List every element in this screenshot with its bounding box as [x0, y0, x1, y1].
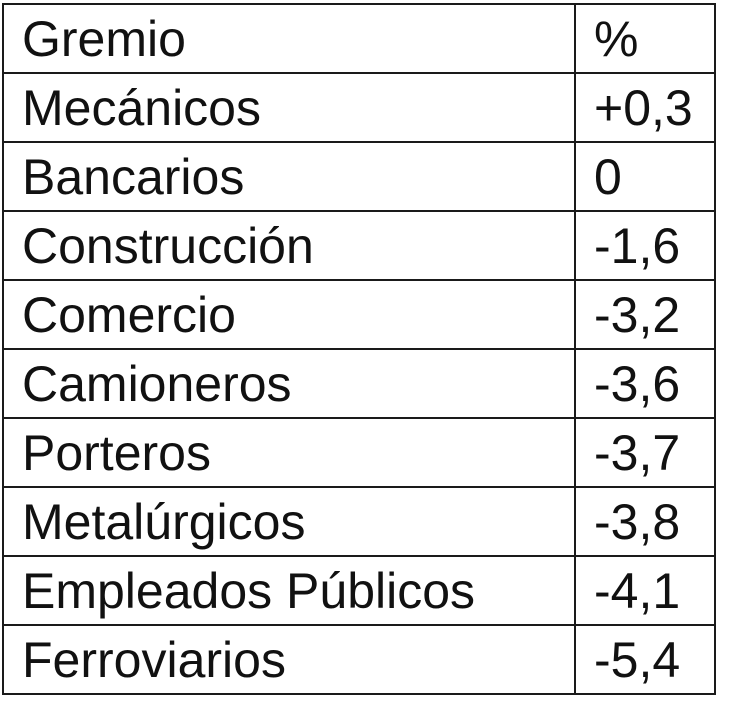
gremio-cell: Porteros [2, 417, 576, 488]
percent-cell: -4,1 [574, 555, 716, 626]
table-body: Gremio % Mecánicos +0,3 Bancarios 0 Construc… [2, 3, 716, 695]
table-row: Ferroviarios -5,4 [2, 624, 716, 695]
percent-cell: -3,7 [574, 417, 716, 488]
table-header-row: Gremio % [2, 3, 716, 74]
percent-cell: +0,3 [574, 72, 716, 143]
gremio-cell: Mecánicos [2, 72, 576, 143]
percent-cell: -5,4 [574, 624, 716, 695]
gremio-cell: Ferroviarios [2, 624, 576, 695]
header-gremio: Gremio [2, 3, 576, 74]
table-row: Porteros -3,7 [2, 417, 716, 488]
table-row: Comercio -3,2 [2, 279, 716, 350]
table-row: Camioneros -3,6 [2, 348, 716, 419]
gremio-cell: Comercio [2, 279, 576, 350]
percent-cell: -3,8 [574, 486, 716, 557]
table-row: Mecánicos +0,3 [2, 72, 716, 143]
table-row: Metalúrgicos -3,8 [2, 486, 716, 557]
gremio-cell: Metalúrgicos [2, 486, 576, 557]
gremio-cell: Camioneros [2, 348, 576, 419]
header-percent: % [574, 3, 716, 74]
percent-cell: -3,6 [574, 348, 716, 419]
gremio-cell: Empleados Públicos [2, 555, 576, 626]
percent-cell: 0 [574, 141, 716, 212]
gremio-cell: Bancarios [2, 141, 576, 212]
gremio-percent-table: Gremio % Mecánicos +0,3 Bancarios 0 Construc… [2, 3, 716, 695]
gremio-cell: Construcción [2, 210, 576, 281]
table-row: Construcción -1,6 [2, 210, 716, 281]
table-row: Empleados Públicos -4,1 [2, 555, 716, 626]
percent-cell: -3,2 [574, 279, 716, 350]
percent-cell: -1,6 [574, 210, 716, 281]
table-row: Bancarios 0 [2, 141, 716, 212]
